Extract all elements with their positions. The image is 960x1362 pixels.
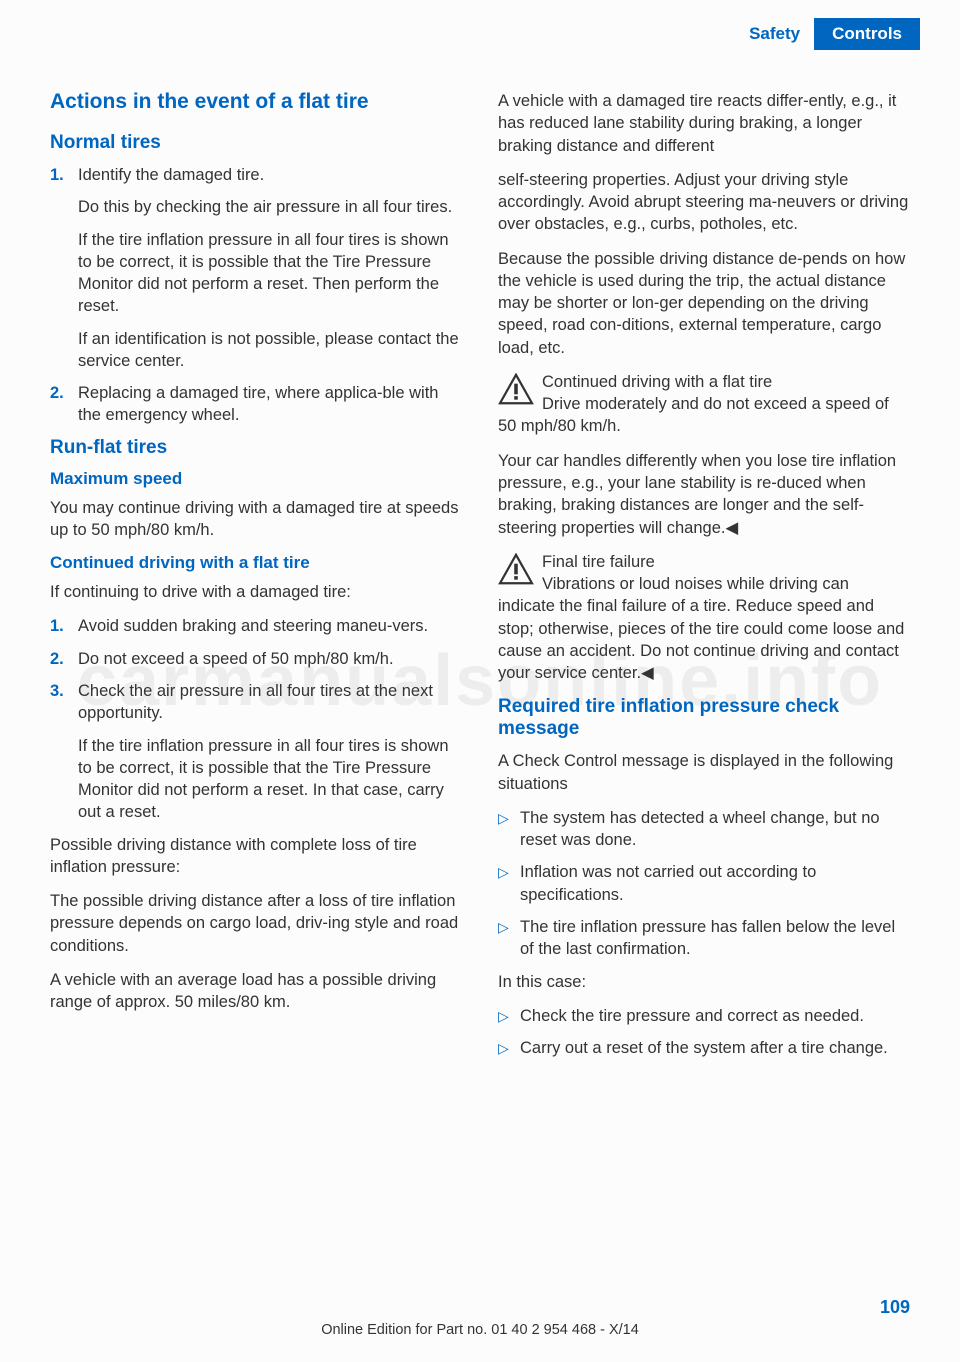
bullet-marker-icon: ▷ (498, 1005, 520, 1027)
bullet-marker-icon: ▷ (498, 807, 520, 852)
body-text: A Check Control message is displayed in … (498, 750, 910, 795)
body-text: Because the possible driving distance de… (498, 248, 910, 359)
list-item: 1. Identify the damaged tire. Do this by… (50, 164, 462, 372)
bullet-text: Check the tire pressure and correct as n… (520, 1005, 910, 1027)
list-text: Do not exceed a speed of 50 mph/80 km/h. (78, 648, 462, 670)
subsection-required-check: Required tire inflation pressure check m… (498, 696, 910, 740)
bullet-text: The system has detected a wheel change, … (520, 807, 910, 852)
list-text: Do this by checking the air pressure in … (78, 196, 462, 218)
body-text: You may continue driving with a damaged … (50, 497, 462, 542)
warning-block: Final tire failure Vibrations or loud no… (498, 551, 910, 685)
bullet-item: ▷ Inflation was not carried out accordin… (498, 861, 910, 906)
subsection-runflat: Run-flat tires (50, 437, 462, 459)
list-number: 3. (50, 680, 78, 824)
body-text: A vehicle with an average load has a pos… (50, 969, 462, 1014)
list-number: 2. (50, 648, 78, 670)
warning-icon (498, 373, 534, 405)
list-text: Check the air pressure in all four tires… (78, 680, 462, 725)
warning-body: Drive moderately and do not exceed a spe… (498, 395, 889, 435)
bullet-marker-icon: ▷ (498, 916, 520, 961)
list-item: 2. Replacing a damaged tire, where appli… (50, 382, 462, 427)
bullet-text: Carry out a reset of the system after a … (520, 1037, 910, 1059)
bullet-marker-icon: ▷ (498, 1037, 520, 1059)
list-number: 1. (50, 615, 78, 637)
list-text: If the tire inflation pressure in all fo… (78, 229, 462, 318)
body-text: A vehicle with a damaged tire reacts dif… (498, 90, 910, 157)
subheading-max-speed: Maximum speed (50, 469, 462, 489)
list-number: 1. (50, 164, 78, 372)
body-text: The possible driving distance after a lo… (50, 890, 462, 957)
subsection-normal-tires: Normal tires (50, 132, 462, 154)
section-title: Actions in the event of a flat tire (50, 90, 462, 114)
list-number: 2. (50, 382, 78, 427)
page-body: Actions in the event of a flat tire Norm… (0, 0, 960, 1119)
warning-block: Continued driving with a flat tire Drive… (498, 371, 910, 438)
body-text: In this case: (498, 971, 910, 993)
body-text: Your car handles differently when you lo… (498, 450, 910, 539)
body-text: If continuing to drive with a damaged ti… (50, 581, 462, 603)
bullet-item: ▷ The system has detected a wheel change… (498, 807, 910, 852)
bullet-item: ▷ Check the tire pressure and correct as… (498, 1005, 910, 1027)
bullet-item: ▷ The tire inflation pressure has fallen… (498, 916, 910, 961)
warning-title: Continued driving with a flat tire (542, 373, 772, 391)
body-text: self-steering properties. Adjust your dr… (498, 169, 910, 236)
list-text: If an identification is not possible, pl… (78, 328, 462, 373)
list-item: 2. Do not exceed a speed of 50 mph/80 km… (50, 648, 462, 670)
list-item: 1. Avoid sudden braking and steering man… (50, 615, 462, 637)
warning-body: Vibrations or loud noises while driving … (498, 575, 904, 682)
page-number: 109 (880, 1297, 910, 1318)
bullet-item: ▷ Carry out a reset of the system after … (498, 1037, 910, 1059)
warning-title: Final tire failure (542, 553, 655, 571)
list-text: Avoid sudden braking and steering maneu‐… (78, 615, 462, 637)
list-text: If the tire inflation pressure in all fo… (78, 735, 462, 824)
list-item: 3. Check the air pressure in all four ti… (50, 680, 462, 824)
bullet-text: The tire inflation pressure has fallen b… (520, 916, 910, 961)
list-text: Replacing a damaged tire, where applica‐… (78, 382, 462, 427)
bullet-text: Inflation was not carried out according … (520, 861, 910, 906)
subheading-continued-driving: Continued driving with a flat tire (50, 553, 462, 573)
footer-text: Online Edition for Part no. 01 40 2 954 … (0, 1322, 960, 1338)
body-text: Possible driving distance with complete … (50, 834, 462, 879)
list-text: Identify the damaged tire. (78, 164, 462, 186)
warning-icon (498, 553, 534, 585)
bullet-marker-icon: ▷ (498, 861, 520, 906)
